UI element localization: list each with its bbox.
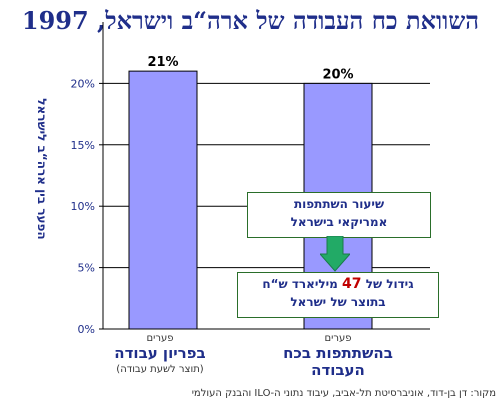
category-note-1: (תוצר לשעת עבודה) xyxy=(116,364,204,375)
category-subtitle-1: פערים xyxy=(146,333,174,344)
category-label-2: בהשתתפות בכח העבודה xyxy=(263,345,413,379)
y-tick-label: 20% xyxy=(71,77,95,90)
category-label-1: בפריון עבודה xyxy=(114,344,206,362)
callout-bottom-post: מיליארד ש“ח xyxy=(262,277,338,291)
callout-bottom-line1: גידול של 47 מיליארד ש“ח xyxy=(238,275,438,293)
callout-top-line1: שיעור השתתפות xyxy=(293,197,385,211)
callout-bottom-pre: גידול של xyxy=(365,277,414,291)
bar xyxy=(128,70,198,330)
chart-title: השוואת כח העבודה של ארה“ב וישראל, 1997 xyxy=(21,6,480,35)
callout-bottom-highlight: 47 xyxy=(342,276,362,292)
callout-top: שיעור השתתפות אמריקאי בישראל xyxy=(247,192,431,238)
callout-top-line2: אמריקאי בישראל xyxy=(290,215,388,229)
bar-value-label: 21% xyxy=(147,55,178,70)
labels: 0% 5% 10% 15% 20% 21% 20% xyxy=(71,55,354,336)
bar-value-label: 20% xyxy=(322,67,353,82)
category-subtitle-2: פערים xyxy=(324,333,352,344)
y-tick-label: 15% xyxy=(71,139,95,152)
y-tick-label: 10% xyxy=(71,200,95,213)
y-axis-label: הפער בין ארה“ב לישראל xyxy=(35,98,49,240)
y-tick-label: 0% xyxy=(78,323,95,336)
callout-bottom-line2: בתוצר של ישראל xyxy=(290,295,386,309)
y-tick-label: 5% xyxy=(78,262,95,275)
callout-bottom: גידול של 47 מיליארד ש“ח בתוצר של ישראל xyxy=(237,272,439,318)
down-arrow-icon xyxy=(320,236,350,272)
source-note: מקור: דן בן-דוד, אוניברסיטת תל-אביב, עיב… xyxy=(191,388,496,399)
category-label-2-text: בהשתתפות בכח העבודה xyxy=(283,344,393,379)
